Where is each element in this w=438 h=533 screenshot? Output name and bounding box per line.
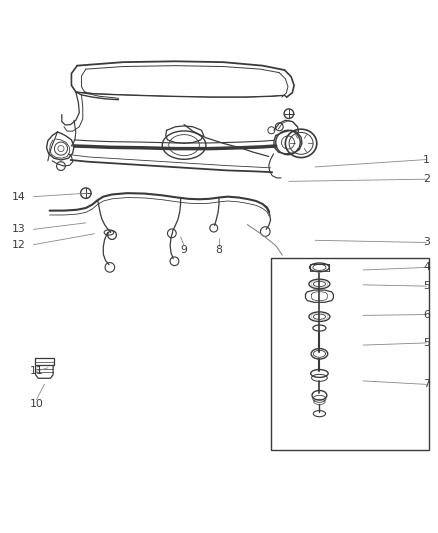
Text: 1: 1	[423, 155, 430, 165]
Text: 9: 9	[180, 245, 187, 255]
Text: 5: 5	[423, 338, 430, 348]
Text: 13: 13	[12, 224, 26, 235]
Text: 6: 6	[423, 310, 430, 319]
Text: 4: 4	[423, 262, 430, 272]
Text: 12: 12	[12, 240, 26, 249]
Text: 8: 8	[215, 245, 223, 255]
Text: 3: 3	[423, 238, 430, 247]
Text: 10: 10	[29, 399, 43, 409]
Bar	[271, 258, 428, 450]
Text: 2: 2	[423, 174, 430, 184]
Text: 5: 5	[423, 281, 430, 291]
Text: 14: 14	[12, 192, 26, 201]
Text: 7: 7	[423, 379, 430, 390]
Text: 11: 11	[30, 366, 43, 376]
